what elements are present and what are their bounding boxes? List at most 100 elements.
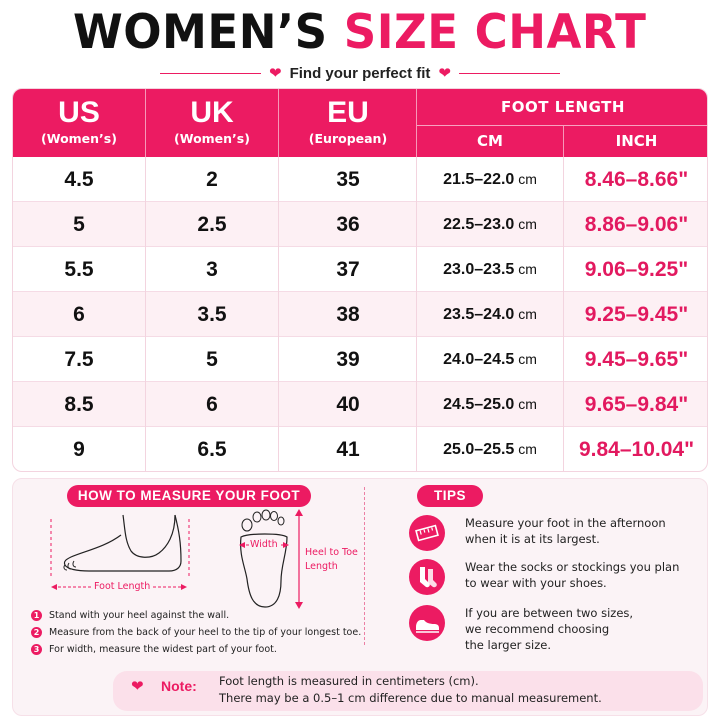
tip-line: the larger size. <box>465 638 552 652</box>
cell-us: 5.5 <box>64 258 94 281</box>
cell-eu: 37 <box>336 258 360 281</box>
cell-cm: 22.5–23.0 cm <box>417 202 563 247</box>
note-line: Foot length is measured in centimeters (… <box>219 674 479 688</box>
table-row: 6 3.5 38 23.5–24.0 cm 9.25–9.45" <box>13 292 707 337</box>
tip-text: Wear the socks or stockings you plan to … <box>465 559 705 591</box>
table-row: 9 6.5 41 25.0–25.5 cm 9.84–10.04" <box>13 427 707 471</box>
step-number: 2 <box>31 627 42 638</box>
cell-cm-value: 21.5–22.0 <box>443 171 515 188</box>
foot-length-measure: Foot Length <box>51 580 187 594</box>
heart-icon: ❤ <box>131 677 144 695</box>
cell-eu: 41 <box>336 438 360 461</box>
tip-line: to wear with your shoes. <box>465 576 607 590</box>
cell-cm-unit: cm <box>514 351 537 367</box>
tip-text: Measure your foot in the afternoon when … <box>465 515 705 547</box>
table-row: 5 2.5 36 22.5–23.0 cm 8.86–9.06" <box>13 202 707 247</box>
step-text: Measure from the back of your heel to th… <box>49 627 362 638</box>
page-title: WOMEN’S SIZE CHART <box>0 2 720 64</box>
cell-cm-value: 22.5–23.0 <box>443 216 515 233</box>
cell-inch: 8.86–9.06" <box>584 213 689 236</box>
cell-us: 7.5 <box>64 348 94 371</box>
heel-to-toe-line-2: Length <box>305 561 338 572</box>
heel-to-toe-line-1: Heel to Toe <box>305 547 358 558</box>
socks-icon <box>409 559 445 595</box>
cell-inch: 9.84–10.04" <box>578 438 695 461</box>
header-uk: UK (Women’s) <box>146 89 278 157</box>
tip-line: If you are between two sizes, <box>465 606 634 620</box>
list-item: 2 Measure from the back of your heel to t… <box>31 624 371 641</box>
step-number: 3 <box>31 644 42 655</box>
info-card: HOW TO MEASURE YOUR FOOT Foot Length Wid… <box>12 478 708 716</box>
table-row: 7.5 5 39 24.0–24.5 cm 9.45–9.65" <box>13 337 707 382</box>
cell-uk: 3.5 <box>197 303 227 326</box>
cell-cm: 21.5–22.0 cm <box>417 157 563 202</box>
ruler-icon <box>409 515 445 551</box>
width-label: Width <box>249 539 279 551</box>
note-label: Note: <box>161 678 197 694</box>
cell-us: 6 <box>73 303 85 326</box>
cell-uk: 5 <box>206 348 218 371</box>
title-part-2: SIZE CHART <box>344 5 647 60</box>
cell-uk: 2.5 <box>197 213 227 236</box>
title-part-1: WOMEN’S <box>73 5 328 60</box>
column-divider <box>563 157 564 471</box>
subtitle-row: ❤ Find your perfect fit ❤ <box>160 62 560 84</box>
header-divider <box>278 89 279 157</box>
cell-uk: 3 <box>206 258 218 281</box>
header-eu-sub: (European) <box>308 131 388 146</box>
cell-cm-unit: cm <box>514 306 537 322</box>
foot-side-illustration <box>50 514 190 577</box>
heart-icon: ❤ <box>269 63 282 82</box>
note-bar: ❤ Note: Foot length is measured in centi… <box>113 671 703 711</box>
heart-icon: ❤ <box>438 63 451 82</box>
header-foot-length: FOOT LENGTH CM INCH <box>417 89 707 157</box>
header-eu: EU (European) <box>279 89 417 157</box>
header-us-sub: (Women’s) <box>41 131 117 146</box>
header-foot-length-label: FOOT LENGTH <box>501 98 625 116</box>
column-divider <box>416 157 417 471</box>
header-divider <box>145 89 146 157</box>
measure-heading: HOW TO MEASURE YOUR FOOT <box>67 485 311 507</box>
column-divider <box>145 157 146 471</box>
header-foot-length-divider <box>417 125 707 126</box>
header-uk-sub: (Women’s) <box>174 131 250 146</box>
cell-cm: 24.5–25.0 cm <box>417 382 563 427</box>
subtitle-line-left <box>160 72 261 74</box>
step-number: 1 <box>31 610 42 621</box>
cell-us: 9 <box>73 438 85 461</box>
header-uk-label: UK <box>190 96 234 129</box>
tip-line: Measure your foot in the afternoon <box>465 516 666 530</box>
list-item: 3 For width, measure the widest part of y… <box>31 641 371 658</box>
cell-eu: 35 <box>336 168 360 191</box>
tip-line: when it is at its largest. <box>465 532 600 546</box>
cell-cm-unit: cm <box>514 216 537 232</box>
cell-inch: 9.25–9.45" <box>584 303 689 326</box>
cell-us: 5 <box>73 213 85 236</box>
table-row: 4.5 2 35 21.5–22.0 cm 8.46–8.66" <box>13 157 707 202</box>
cell-cm-unit: cm <box>514 171 537 187</box>
tips-heading: TIPS <box>417 485 483 507</box>
header-us: US (Women’s) <box>13 89 145 157</box>
header-cm: CM <box>477 132 503 150</box>
cell-uk: 6.5 <box>197 438 227 461</box>
size-table: US (Women’s) UK (Women’s) EU (European) … <box>12 88 708 472</box>
cell-us: 4.5 <box>64 168 94 191</box>
tip-text: If you are between two sizes, we recomme… <box>465 605 705 653</box>
cell-cm: 25.0–25.5 cm <box>417 427 563 471</box>
cell-cm: 23.0–23.5 cm <box>417 247 563 292</box>
cell-inch: 9.06–9.25" <box>584 258 689 281</box>
cell-inch: 9.45–9.65" <box>584 348 689 371</box>
cell-cm: 24.0–24.5 cm <box>417 337 563 382</box>
header-divider <box>563 126 564 157</box>
cell-inch: 8.46–8.66" <box>584 168 689 191</box>
cell-inch: 9.65–9.84" <box>584 393 689 416</box>
foot-length-label: Foot Length <box>91 580 154 594</box>
table-row: 8.5 6 40 24.5–25.0 cm 9.65–9.84" <box>13 382 707 427</box>
table-body: 4.5 2 35 21.5–22.0 cm 8.46–8.66" 5 2.5 3… <box>13 157 707 471</box>
note-text: Foot length is measured in centimeters (… <box>219 673 602 707</box>
list-item: 1 Stand with your heel against the wall. <box>31 607 371 624</box>
note-line: There may be a 0.5–1 cm difference due t… <box>219 691 602 705</box>
cell-cm: 23.5–24.0 cm <box>417 292 563 337</box>
foot-sole-illustration <box>239 509 289 608</box>
column-divider <box>278 157 279 471</box>
